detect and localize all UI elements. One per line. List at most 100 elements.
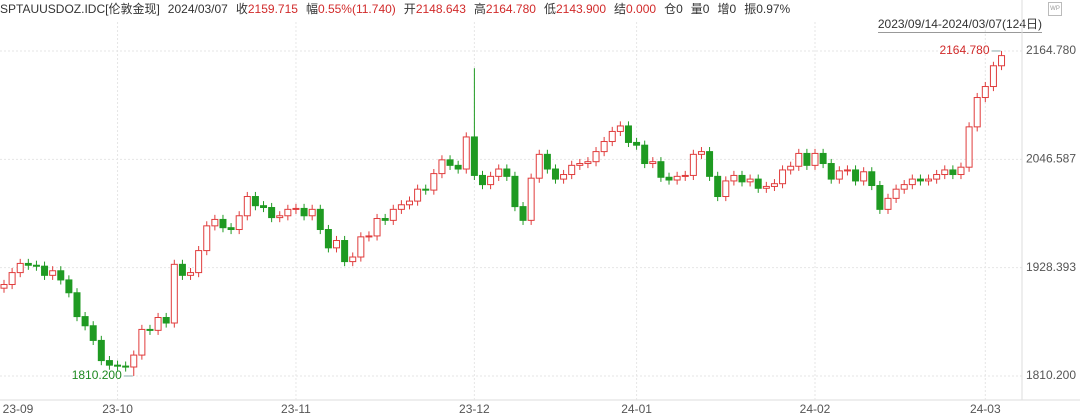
info-value: 0.55%(11.740) bbox=[317, 2, 396, 16]
candle-body bbox=[876, 185, 884, 210]
candle-body bbox=[551, 168, 559, 180]
info-label: 低 bbox=[543, 2, 556, 16]
info-value: 2159.715 bbox=[247, 2, 298, 16]
candle-body bbox=[819, 152, 827, 165]
candle-body bbox=[560, 174, 568, 180]
candle-body bbox=[487, 175, 495, 186]
candle-body bbox=[503, 168, 511, 177]
candle-body bbox=[616, 125, 624, 132]
candle-body bbox=[276, 215, 284, 219]
info-value: 2164.780 bbox=[485, 2, 536, 16]
info-label: 仓 bbox=[664, 2, 677, 16]
candle-body bbox=[349, 256, 357, 263]
y-tick-label: 2046.587 bbox=[1026, 151, 1076, 165]
info-label: 增 bbox=[717, 2, 730, 16]
y-tick-label: 1928.393 bbox=[1026, 260, 1076, 274]
candle-body bbox=[211, 218, 219, 227]
candle-body bbox=[260, 205, 268, 209]
candle-body bbox=[195, 250, 203, 274]
candle-body bbox=[689, 153, 697, 176]
candle-body bbox=[16, 262, 24, 274]
info-value: 2143.900 bbox=[555, 2, 607, 16]
candle-body bbox=[470, 136, 478, 176]
candle-body bbox=[673, 175, 681, 181]
candle-body bbox=[130, 354, 138, 368]
candle-body bbox=[138, 328, 146, 356]
candle-body bbox=[24, 262, 32, 266]
candle-body bbox=[97, 339, 105, 362]
candle-body bbox=[219, 218, 227, 229]
candle-body bbox=[535, 153, 543, 179]
candle-body bbox=[235, 215, 243, 231]
candle-body bbox=[770, 183, 778, 187]
candle-body bbox=[511, 175, 519, 208]
candle-body bbox=[81, 316, 89, 327]
candle-body bbox=[787, 165, 795, 171]
candle-body bbox=[73, 292, 81, 318]
candle-body bbox=[333, 240, 341, 249]
candle-body bbox=[454, 164, 462, 170]
candle-body bbox=[925, 178, 933, 182]
candle-body bbox=[105, 360, 113, 366]
candle-body bbox=[649, 161, 657, 165]
candle-body bbox=[592, 151, 600, 163]
info-value: 0 bbox=[702, 2, 710, 16]
candle-body bbox=[754, 178, 762, 189]
candle-body bbox=[665, 176, 673, 181]
candle-body bbox=[973, 97, 981, 128]
candle-body bbox=[965, 126, 973, 168]
candle-body bbox=[584, 161, 592, 165]
candle-body bbox=[357, 236, 365, 258]
x-tick-label: 24-01 bbox=[621, 402, 652, 416]
candle-body bbox=[57, 270, 65, 281]
candle-body bbox=[779, 169, 787, 185]
candle-body bbox=[41, 265, 49, 276]
candle-body bbox=[908, 178, 916, 186]
candle-body bbox=[268, 207, 276, 219]
candle-body bbox=[657, 161, 665, 178]
info-label: 振 bbox=[744, 2, 757, 16]
quote-header: SPTAUUSDOZ.IDC[伦敦金现] 2024/03/07 收2159.715 幅… bbox=[0, 0, 790, 18]
candle-body bbox=[243, 196, 251, 217]
candle-body bbox=[89, 325, 97, 341]
candle-body bbox=[300, 207, 308, 217]
candle-body bbox=[916, 178, 924, 182]
candle-body bbox=[397, 204, 405, 210]
candle-body bbox=[316, 208, 324, 231]
x-tick-label: 23-09 bbox=[3, 402, 34, 416]
info-value: 0 bbox=[676, 2, 683, 16]
x-tick-label: 23-11 bbox=[281, 402, 311, 416]
candle-body bbox=[495, 168, 503, 177]
candle-body bbox=[203, 225, 211, 252]
candle-body bbox=[835, 170, 843, 180]
candle-body bbox=[284, 208, 292, 217]
x-tick-label: 24-02 bbox=[800, 402, 831, 416]
icon[interactable]: WP bbox=[1048, 2, 1062, 16]
candle-body bbox=[957, 166, 965, 176]
candle-body bbox=[227, 227, 235, 231]
candle-body bbox=[706, 151, 714, 177]
candle-body bbox=[730, 174, 738, 182]
candle-body bbox=[462, 136, 470, 170]
candle-body bbox=[714, 175, 722, 198]
candle-body bbox=[900, 184, 908, 190]
candle-body bbox=[406, 200, 413, 206]
candle-body bbox=[803, 152, 811, 166]
candle-body bbox=[389, 208, 397, 221]
info-value: 0.000 bbox=[626, 2, 657, 16]
candle-body bbox=[811, 152, 819, 166]
candle-body bbox=[49, 270, 57, 276]
candle-body bbox=[146, 328, 154, 331]
candle-body bbox=[122, 365, 130, 368]
candle-body bbox=[251, 196, 259, 207]
x-tick-label: 24-03 bbox=[970, 402, 1001, 416]
candle-body bbox=[892, 188, 900, 199]
candle-body bbox=[8, 272, 16, 286]
y-tick-label: 2164.780 bbox=[1026, 43, 1076, 57]
candle-body bbox=[381, 218, 389, 221]
candle-body bbox=[722, 180, 730, 198]
info-label: 幅 bbox=[305, 2, 318, 16]
candle-body bbox=[641, 144, 649, 165]
date-range[interactable]: 2023/09/14-2024/03/07(124日) bbox=[877, 17, 1042, 33]
